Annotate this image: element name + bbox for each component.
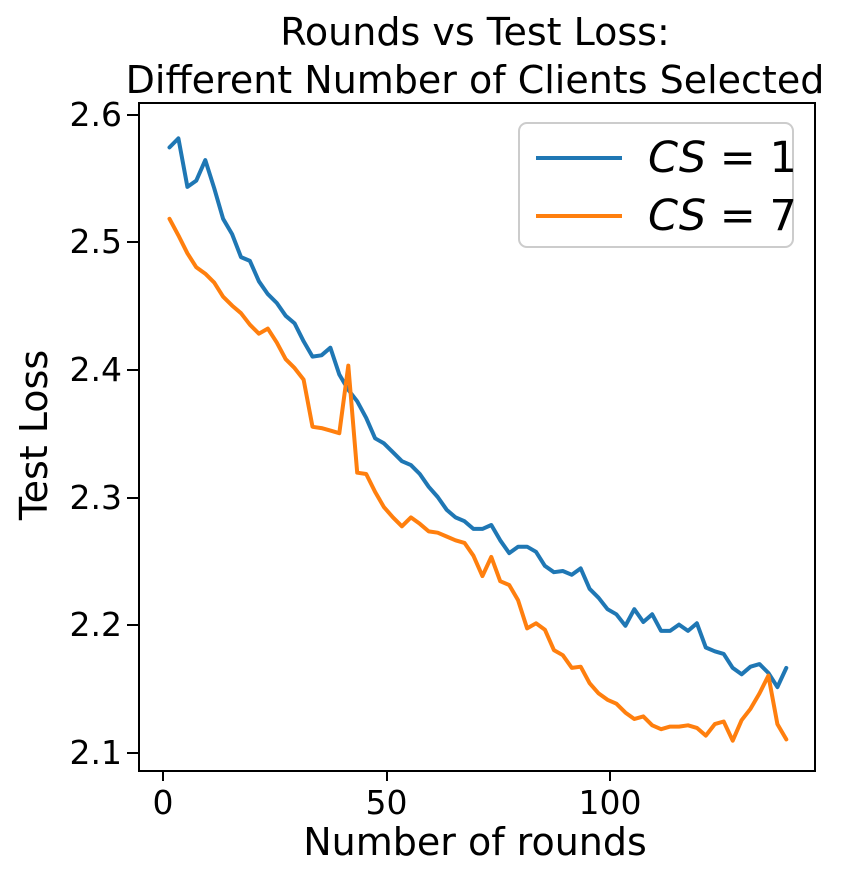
chart-title: Rounds vs Test Loss: Different Number of…	[0, 8, 859, 104]
series-line-cs1	[167, 136, 789, 690]
y-tick-label: 2.4	[69, 349, 122, 389]
legend-line-sample-cs1	[536, 156, 622, 160]
legend-line-sample-cs7	[536, 214, 622, 218]
x-tick-mark	[608, 770, 611, 781]
legend-entry-cs1: CS = 1	[536, 129, 797, 187]
legend-label-cs7-var: CS	[648, 190, 707, 241]
y-tick-mark	[127, 113, 138, 116]
chart-title-line2: Different Number of Clients Selected	[125, 58, 825, 102]
legend-label-cs1-eq: = 1	[706, 132, 797, 183]
line-chart	[167, 136, 789, 743]
legend: CS = 1 CS = 7	[518, 122, 797, 248]
legend-entry-cs7: CS = 7	[536, 187, 797, 245]
legend-label-cs1: CS = 1	[648, 136, 797, 180]
x-tick-label: 50	[365, 783, 408, 822]
y-tick-label: 2.6	[69, 94, 122, 134]
x-tick-label: 100	[578, 783, 642, 822]
y-tick-mark	[127, 496, 138, 499]
y-tick-mark	[127, 241, 138, 244]
y-tick-mark	[127, 368, 138, 371]
y-tick-label: 2.5	[69, 222, 122, 262]
x-tick-label: 0	[152, 783, 174, 822]
y-tick-mark	[127, 624, 138, 627]
y-tick-mark	[127, 751, 138, 754]
x-axis-label: Number of rounds	[303, 820, 647, 864]
legend-label-cs1-var: CS	[648, 132, 707, 183]
x-tick-mark	[162, 770, 165, 781]
y-tick-label: 2.1	[69, 732, 122, 772]
series-line-cs7	[167, 216, 789, 743]
y-tick-label: 2.3	[69, 477, 122, 517]
chart-title-line1: Rounds vs Test Loss:	[280, 10, 670, 54]
y-tick-label: 2.2	[69, 605, 122, 645]
x-tick-mark	[385, 770, 388, 781]
legend-label-cs7-eq: = 7	[706, 190, 797, 241]
legend-label-cs7: CS = 7	[648, 194, 797, 238]
